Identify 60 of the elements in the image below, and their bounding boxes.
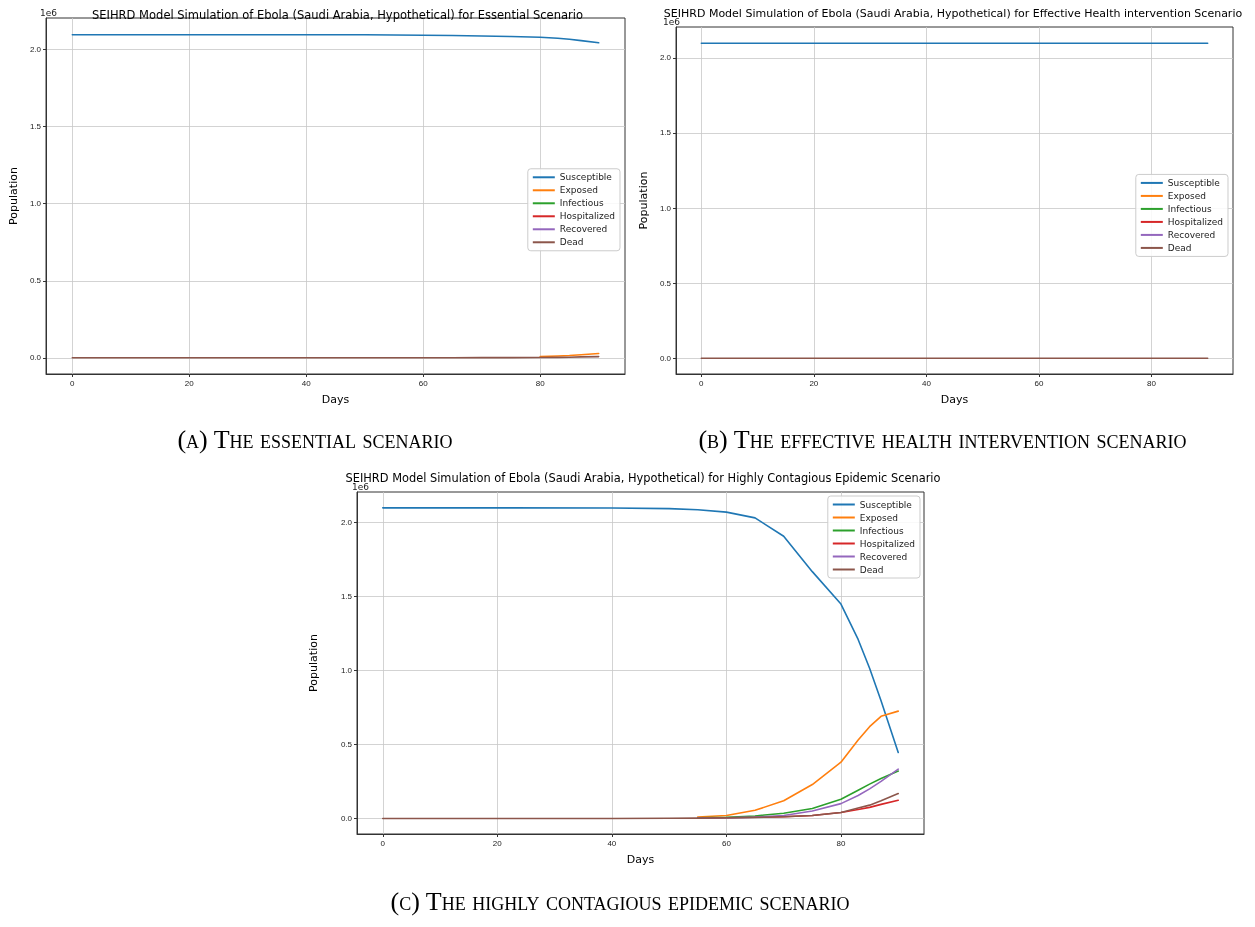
x-axis-title: Days [321,393,350,406]
y-axis-title: Population [637,171,650,230]
y-tick-label: 1.0 [340,665,353,675]
text: 1e6 [40,7,58,18]
legend-label: Hospitalized [859,538,916,549]
chart-title: SEIHRD Model Simulation of Ebola (Saudi Arabia, Hypothetical) for Essential Scenario [92,8,583,22]
text: (a) The essential scenario [176,425,454,455]
legend-label: Dead [559,237,584,248]
y-tick-label: 1.0 [659,203,672,213]
y-tick-label: 0.5 [340,739,353,749]
x-tick-label: 0 [70,378,76,388]
x-tick-label: 60 [721,838,732,848]
x-axis-title: Days [940,393,969,406]
y-tick-label: 0.0 [340,813,353,823]
x-tick-label: 40 [301,378,312,388]
text: 1e6 [352,481,370,492]
legend-label: Exposed [859,512,898,523]
y-tick-label: 0.0 [659,353,672,363]
y-tick-label: 1.5 [659,128,672,138]
legend-label: Hospitalized [559,211,616,222]
legend-label: Infectious [559,198,605,209]
legend-label: Dead [859,564,884,575]
text: (c) The highly contagious epidemic scenario [389,887,851,917]
y-tick-label: 0.5 [659,278,672,288]
legend-label: Susceptible [559,172,613,183]
x-tick-label: 20 [184,378,195,388]
legend-label: Recovered [1167,229,1216,240]
y-tick-label: 1.5 [340,591,353,601]
legend-label: Recovered [559,224,608,235]
x-tick-label: 80 [836,838,846,848]
legend-label: Exposed [1167,190,1206,201]
x-tick-label: 0 [380,838,386,848]
y-tick-label: 1.0 [29,199,42,209]
x-axis-title: Days [626,853,655,866]
y-tick-label: 2.0 [29,45,42,55]
y-tick-label: 1.5 [29,122,42,132]
x-tick-label: 0 [699,378,705,388]
x-tick-label: 80 [535,378,546,388]
text: (b) The effective health intervention scenario [697,425,1188,455]
legend-label: Susceptible [1167,177,1221,188]
x-tick-label: 60 [418,378,429,388]
legend-label: Dead [1167,242,1192,253]
y-tick-label: 2.0 [340,517,353,527]
x-tick-label: 80 [1146,378,1157,388]
legend-label: Infectious [1167,203,1213,214]
legend-label: Recovered [859,551,908,562]
y-tick-label: 0.0 [29,353,42,363]
x-tick-label: 20 [809,378,819,388]
x-tick-label: 40 [607,838,617,848]
y-axis-title: Population [7,167,20,225]
legend-label: Infectious [859,525,905,536]
x-tick-label: 40 [921,378,932,388]
y-axis-title: Population [307,634,320,692]
y-tick-label: 2.0 [659,53,672,63]
legend-label: Susceptible [859,499,913,510]
legend-label: Exposed [559,185,598,196]
legend-label: Hospitalized [1167,216,1224,227]
x-tick-label: 60 [1034,378,1044,388]
x-tick-label: 20 [492,838,503,848]
y-tick-label: 0.5 [29,276,42,286]
